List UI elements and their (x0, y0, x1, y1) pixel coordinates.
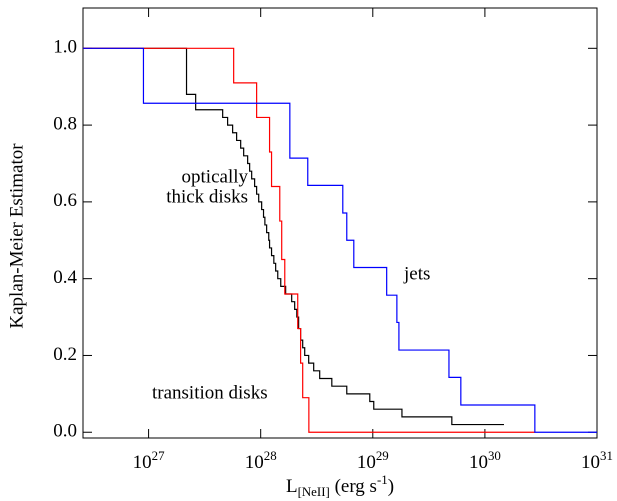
km-curve (83, 47, 597, 433)
plot-frame (82, 7, 598, 439)
y-axis-label: Kaplan-Meier Estimator (6, 143, 27, 329)
y-tick-label: 0.6 (53, 190, 77, 211)
annotation: jets (403, 263, 430, 284)
annotation: thick disks (166, 186, 248, 207)
y-tick-label: 0.0 (53, 421, 77, 442)
km-curve (83, 47, 504, 426)
x-tick-label: 1028 (245, 448, 277, 473)
km-curve (83, 47, 535, 433)
annotation: optically (182, 166, 249, 187)
x-axis-label: L[NeII] (erg s-1) (286, 472, 394, 499)
x-tick-label: 1031 (581, 448, 613, 473)
annotation: transition disks (152, 382, 268, 403)
y-tick-label: 0.4 (53, 267, 77, 288)
y-tick-label: 0.2 (53, 344, 77, 365)
y-tick-label: 0.8 (53, 113, 77, 134)
x-tick-label: 1027 (133, 448, 165, 473)
x-tick-label: 1030 (469, 448, 501, 473)
x-tick-label: 1029 (357, 448, 389, 473)
y-tick-label: 1.0 (53, 37, 77, 58)
